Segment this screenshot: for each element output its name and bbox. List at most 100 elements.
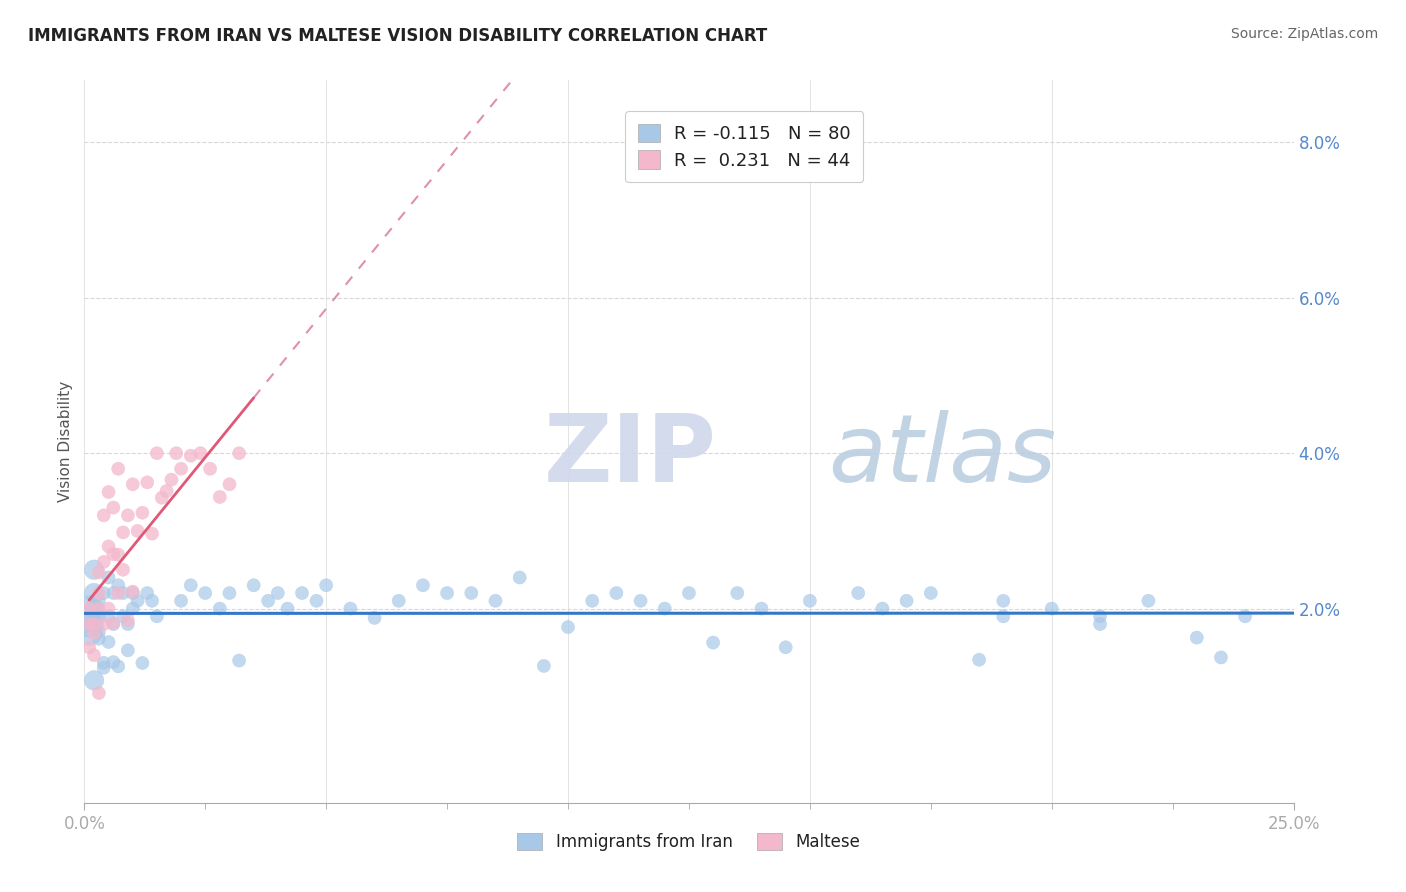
Point xyxy=(1040,601,1063,615)
Point xyxy=(87,601,110,615)
Point xyxy=(131,506,153,520)
Point xyxy=(97,609,120,624)
Point xyxy=(412,578,434,592)
Point xyxy=(121,586,143,600)
Point xyxy=(228,654,250,668)
Point xyxy=(198,461,221,475)
Point xyxy=(83,586,105,600)
Point xyxy=(363,611,385,625)
Point xyxy=(141,526,163,541)
Point xyxy=(107,578,129,592)
Point xyxy=(117,643,139,657)
Point xyxy=(87,586,110,600)
Point xyxy=(678,586,700,600)
Point xyxy=(267,586,290,600)
Point xyxy=(136,475,159,490)
Point xyxy=(896,594,918,608)
Point xyxy=(83,601,105,615)
Point xyxy=(218,477,240,491)
Text: IMMIGRANTS FROM IRAN VS MALTESE VISION DISABILITY CORRELATION CHART: IMMIGRANTS FROM IRAN VS MALTESE VISION D… xyxy=(28,27,768,45)
Point xyxy=(93,508,115,523)
Point xyxy=(993,609,1015,624)
Point xyxy=(208,490,231,504)
Point xyxy=(1209,650,1232,665)
Point xyxy=(228,446,250,460)
Point xyxy=(83,563,105,577)
Point xyxy=(155,483,177,498)
Point xyxy=(93,656,115,670)
Point xyxy=(83,617,105,632)
Point xyxy=(605,586,627,600)
Point xyxy=(1088,609,1111,624)
Point xyxy=(194,586,217,600)
Point xyxy=(1137,594,1160,608)
Point xyxy=(103,586,125,600)
Point xyxy=(339,601,361,615)
Point xyxy=(117,613,139,627)
Point xyxy=(107,548,129,562)
Point xyxy=(77,640,100,655)
Point xyxy=(93,661,115,675)
Point xyxy=(725,586,748,600)
Text: atlas: atlas xyxy=(828,410,1056,501)
Point xyxy=(103,500,125,515)
Point xyxy=(1185,631,1208,645)
Point xyxy=(557,620,579,634)
Point xyxy=(751,601,773,615)
Point xyxy=(117,617,139,632)
Point xyxy=(208,601,231,615)
Point xyxy=(131,656,153,670)
Point xyxy=(146,609,169,624)
Point xyxy=(846,586,869,600)
Point xyxy=(799,594,821,608)
Point xyxy=(170,461,193,475)
Point xyxy=(775,640,797,655)
Point xyxy=(83,617,105,632)
Point xyxy=(107,461,129,475)
Point xyxy=(993,594,1015,608)
Point xyxy=(93,617,115,632)
Point xyxy=(103,617,125,632)
Point xyxy=(77,625,100,640)
Point xyxy=(93,555,115,569)
Point xyxy=(107,586,129,600)
Point xyxy=(257,594,280,608)
Text: Source: ZipAtlas.com: Source: ZipAtlas.com xyxy=(1230,27,1378,41)
Point xyxy=(1088,617,1111,632)
Point xyxy=(112,609,135,624)
Point xyxy=(121,584,143,599)
Point xyxy=(93,586,115,600)
Point xyxy=(872,601,894,615)
Point xyxy=(533,659,555,673)
Point xyxy=(127,524,149,538)
Point xyxy=(87,686,110,700)
Point xyxy=(127,594,149,608)
Point xyxy=(460,586,482,600)
Point xyxy=(305,594,328,608)
Point xyxy=(83,673,105,688)
Point xyxy=(436,586,458,600)
Y-axis label: Vision Disability: Vision Disability xyxy=(58,381,73,502)
Point xyxy=(1234,609,1257,624)
Point xyxy=(165,446,187,460)
Point xyxy=(103,655,125,669)
Legend: Immigrants from Iran, Maltese: Immigrants from Iran, Maltese xyxy=(509,825,869,860)
Point xyxy=(77,601,100,615)
Point xyxy=(190,446,212,460)
Point xyxy=(218,586,240,600)
Point xyxy=(97,570,120,584)
Point xyxy=(97,601,120,615)
Point xyxy=(581,594,603,608)
Point xyxy=(121,477,143,491)
Point xyxy=(97,635,120,649)
Point xyxy=(117,508,139,523)
Point xyxy=(654,601,676,615)
Point xyxy=(87,609,110,624)
Point xyxy=(103,547,125,561)
Point xyxy=(484,594,506,608)
Point xyxy=(97,485,120,500)
Point xyxy=(630,594,652,608)
Point xyxy=(920,586,942,600)
Point xyxy=(702,635,724,649)
Point xyxy=(112,525,135,540)
